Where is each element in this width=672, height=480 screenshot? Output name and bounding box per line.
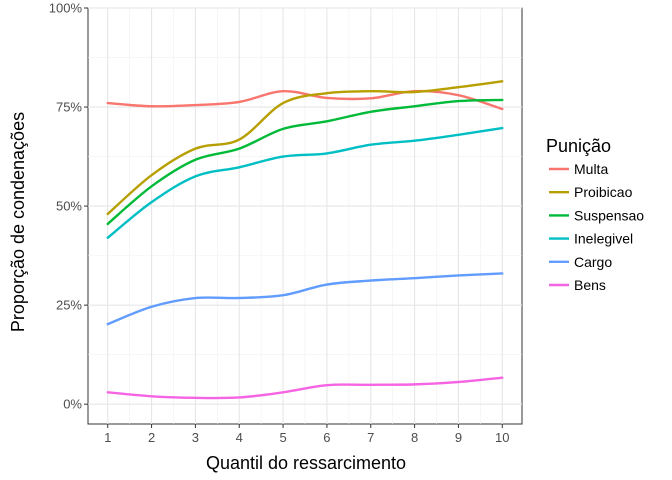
- y-axis-title: Proporção de condenações: [8, 112, 28, 332]
- x-tick-label: 1: [104, 430, 111, 445]
- x-tick-label: 5: [279, 430, 286, 445]
- y-axis: 0% 25% 50% 75% 100%: [49, 1, 88, 412]
- legend-label-cargo: Cargo: [574, 254, 612, 270]
- x-tick-label: 4: [236, 430, 243, 445]
- series-line-inelegivel: [106, 126, 504, 239]
- series-line-proibicao: [106, 80, 504, 216]
- x-tick-label: 3: [192, 430, 199, 445]
- series-line-multa: [106, 89, 504, 111]
- x-tick-label: 6: [323, 430, 330, 445]
- legend: Punição Multa Proibicao Suspensao Inelegive…: [546, 136, 644, 293]
- x-axis-title: Quantil do ressarcimento: [206, 453, 406, 473]
- series-line-cargo: [106, 272, 504, 326]
- grid-lines: [88, 7, 522, 424]
- legend-label-multa: Multa: [574, 161, 608, 177]
- y-tick-label: 100%: [49, 1, 83, 16]
- series-line-suspensao: [106, 98, 504, 226]
- x-axis: 1 2 3 4 5 6 7 8 9 10: [104, 424, 510, 445]
- x-tick-label: 10: [495, 430, 509, 445]
- y-tick-label: 25%: [56, 298, 82, 313]
- legend-label-bens: Bens: [574, 277, 606, 293]
- y-tick-label: 75%: [56, 100, 82, 115]
- legend-label-proibicao: Proibicao: [574, 184, 633, 200]
- x-tick-label: 7: [367, 430, 374, 445]
- series-line-bens: [106, 376, 504, 400]
- y-tick-label: 50%: [56, 199, 82, 214]
- x-tick-label: 2: [148, 430, 155, 445]
- legend-label-suspensao: Suspensao: [574, 207, 644, 223]
- x-tick-label: 8: [411, 430, 418, 445]
- x-tick-label: 9: [455, 430, 462, 445]
- y-tick-label: 0%: [63, 397, 82, 412]
- series-lines: [106, 80, 504, 400]
- legend-title: Punição: [546, 136, 611, 156]
- legend-label-inelegivel: Inelegivel: [574, 231, 633, 247]
